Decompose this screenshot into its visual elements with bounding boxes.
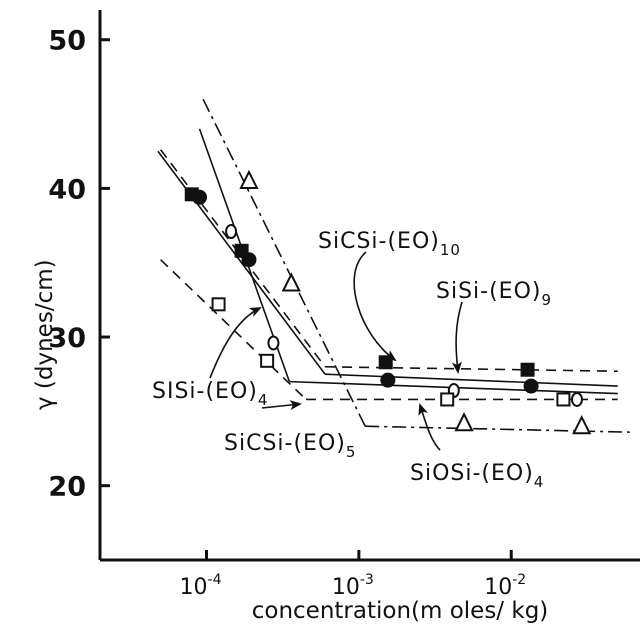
y-axis-label: γ (dynes/cm) [32, 259, 58, 410]
y-ticks: 20 30 40 50 [48, 26, 110, 503]
fit-line-series-4-1 [365, 425, 630, 433]
data-point-series-3-1 [260, 353, 275, 368]
x-ticks: 10-4 10-3 10-2 [180, 550, 526, 600]
x-tick-label-2: 10-2 [484, 572, 526, 600]
data-point-series-4-1 [281, 272, 301, 292]
data-point-series-4-3 [572, 414, 592, 435]
y-tick-label-30: 30 [48, 323, 86, 354]
data-point-series-0-3 [520, 362, 535, 377]
y-tick-label-50: 50 [48, 26, 86, 57]
arrow-sisi-eo9 [451, 301, 463, 374]
data-points [184, 169, 592, 435]
annotation-arrows [209, 251, 463, 451]
y-tick-label-20: 20 [48, 472, 86, 503]
data-point-series-1-1 [241, 252, 257, 268]
x-tick-label-0: 10-4 [180, 572, 222, 600]
data-point-series-4-2 [454, 412, 474, 432]
data-point-series-3-3 [556, 392, 571, 407]
annotation-sicsi-eo10: SiCSi-(EO)10 [318, 229, 461, 259]
arrow-sisi-eo4 [209, 307, 262, 379]
fit-line-series-4-0 [202, 98, 366, 427]
data-point-series-2-3 [570, 391, 583, 407]
annotation-sicsi-eo5: SiCSi-(EO)5 [224, 431, 356, 461]
annotation-sisi-eo4: SISi-(EO)4 [152, 379, 268, 409]
x-axis-label: concentration(m oles/ kg) [252, 598, 549, 624]
data-point-series-1-3 [523, 378, 539, 394]
fit-line-series-0-1 [325, 365, 618, 373]
fit-line-series-1-1 [325, 373, 618, 387]
data-point-series-3-0 [211, 297, 226, 312]
data-point-series-4-0 [239, 169, 259, 189]
data-point-series-1-2 [380, 372, 396, 388]
data-point-series-2-1 [267, 335, 280, 351]
x-tick-label-1: 10-3 [332, 572, 374, 600]
annotation-sisi-eo9: SiSi-(EO)9 [436, 279, 552, 309]
data-point-series-1-0 [192, 189, 208, 205]
data-point-series-2-0 [225, 223, 238, 239]
arrow-sicsi-eo5 [261, 400, 302, 411]
plot-axes [98, 10, 640, 562]
arrow-siosi-eo4 [418, 403, 441, 451]
annotation-siosi-eo4: SiOSi-(EO)4 [410, 461, 544, 491]
arrow-sicsi-eo10 [353, 251, 397, 362]
annotations: SiCSi-(EO)10 SiSi-(EO)9 SISi-(EO)4 SiCSi… [152, 229, 552, 491]
data-point-series-3-2 [440, 392, 455, 407]
y-tick-label-40: 40 [48, 174, 86, 205]
